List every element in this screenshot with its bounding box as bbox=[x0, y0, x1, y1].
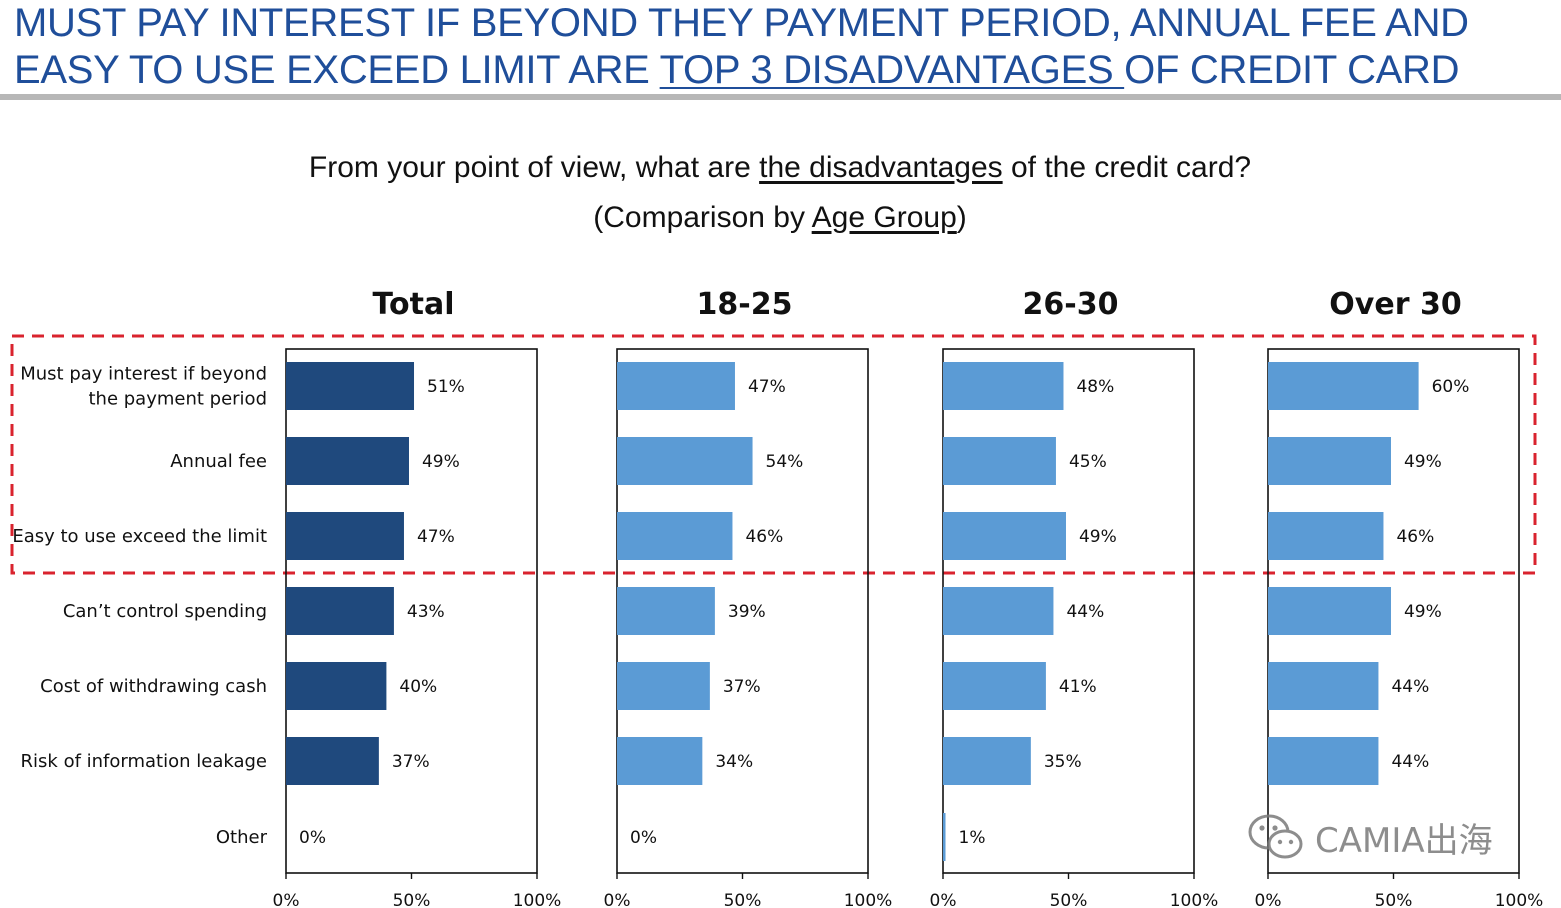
bar bbox=[1268, 512, 1384, 560]
data-label: 46% bbox=[745, 527, 783, 547]
panel-title: Total bbox=[373, 287, 455, 322]
data-label: 49% bbox=[1404, 452, 1442, 472]
headline-line-2-end: OF CREDIT CARD bbox=[1124, 48, 1460, 92]
bar bbox=[286, 662, 387, 710]
data-label: 1% bbox=[959, 828, 986, 848]
survey-question: From your point of view, what are the di… bbox=[280, 143, 1280, 243]
data-label: 37% bbox=[392, 752, 430, 772]
panel-title: Over 30 bbox=[1329, 287, 1461, 322]
data-label: 44% bbox=[1391, 752, 1429, 772]
data-label: 44% bbox=[1066, 602, 1104, 622]
bar bbox=[617, 737, 703, 785]
category-label: Can’t control spending bbox=[63, 601, 267, 622]
category-label: Annual fee bbox=[170, 451, 267, 472]
bar bbox=[1268, 437, 1391, 485]
data-label: 39% bbox=[728, 602, 766, 622]
category-label: Other bbox=[216, 827, 268, 848]
data-label: 41% bbox=[1059, 677, 1097, 697]
data-label: 44% bbox=[1391, 677, 1429, 697]
headline-line-2-start: EASY TO USE EXCEED LIMIT ARE bbox=[14, 48, 660, 92]
data-label: 47% bbox=[417, 527, 455, 547]
panel-title: 26-30 bbox=[1023, 287, 1119, 322]
data-label: 37% bbox=[723, 677, 761, 697]
x-tick-label: 50% bbox=[1375, 891, 1413, 908]
bar bbox=[617, 512, 733, 560]
data-label: 45% bbox=[1069, 452, 1107, 472]
question-text-2: of the credit card? (Comparison by bbox=[593, 151, 1252, 234]
category-label: Cost of withdrawing cash bbox=[40, 676, 267, 697]
bar bbox=[617, 437, 753, 485]
watermark-text: CAMIA出海 bbox=[1315, 820, 1493, 861]
header-divider bbox=[0, 94, 1561, 100]
bar bbox=[943, 437, 1056, 485]
x-tick-label: 0% bbox=[1255, 891, 1282, 908]
bar bbox=[286, 587, 394, 635]
data-label: 49% bbox=[1404, 602, 1442, 622]
watermark: CAMIA出海 bbox=[1245, 812, 1493, 862]
bar bbox=[943, 662, 1046, 710]
bar bbox=[286, 737, 379, 785]
data-label: 47% bbox=[748, 377, 786, 397]
bar bbox=[286, 362, 415, 410]
data-label: 43% bbox=[407, 602, 445, 622]
data-label: 0% bbox=[299, 828, 326, 848]
headline-line-1: MUST PAY INTEREST IF BEYOND THEY PAYMENT… bbox=[14, 1, 1469, 45]
bar bbox=[943, 512, 1066, 560]
headline-underlined-text: TOP 3 DISADVANTAGES bbox=[659, 48, 1125, 92]
bar bbox=[617, 587, 715, 635]
data-label: 40% bbox=[399, 677, 437, 697]
data-label: 51% bbox=[427, 377, 465, 397]
data-label: 60% bbox=[1432, 377, 1470, 397]
data-label: 46% bbox=[1396, 527, 1434, 547]
bar bbox=[286, 437, 409, 485]
headline: MUST PAY INTEREST IF BEYOND THEY PAYMENT… bbox=[14, 0, 1544, 94]
category-label: Easy to use exceed the limit bbox=[12, 526, 267, 547]
bar bbox=[943, 362, 1064, 410]
category-label: Risk of information leakage bbox=[21, 751, 267, 772]
x-tick-label: 50% bbox=[393, 891, 431, 908]
category-label: the payment period bbox=[88, 389, 267, 410]
x-tick-label: 0% bbox=[604, 891, 631, 908]
bar bbox=[943, 737, 1031, 785]
x-tick-label: 50% bbox=[1050, 891, 1088, 908]
bar bbox=[943, 813, 946, 861]
category-label: Must pay interest if beyond bbox=[20, 364, 267, 385]
top-3-highlight-box bbox=[10, 334, 1537, 575]
x-tick-label: 100% bbox=[1495, 891, 1544, 908]
x-tick-label: 50% bbox=[724, 891, 762, 908]
x-tick-label: 100% bbox=[1170, 891, 1219, 908]
data-label: 48% bbox=[1076, 377, 1114, 397]
panel-title: 18-25 bbox=[697, 287, 793, 322]
data-label: 49% bbox=[1079, 527, 1117, 547]
wechat-icon bbox=[1248, 814, 1303, 859]
data-label: 49% bbox=[422, 452, 460, 472]
data-label: 54% bbox=[766, 452, 804, 472]
data-label: 34% bbox=[715, 752, 753, 772]
data-label: 35% bbox=[1044, 752, 1082, 772]
question-underlined-1: the disadvantages bbox=[759, 151, 1003, 184]
bar bbox=[1268, 362, 1419, 410]
question-text-1: From your point of view, what are bbox=[308, 151, 760, 184]
x-tick-label: 0% bbox=[273, 891, 300, 908]
x-tick-label: 100% bbox=[844, 891, 893, 908]
x-tick-label: 100% bbox=[513, 891, 562, 908]
bar bbox=[1268, 662, 1379, 710]
bar bbox=[286, 512, 404, 560]
data-label: 0% bbox=[630, 828, 657, 848]
bar bbox=[1268, 587, 1391, 635]
question-underlined-2: Age Group bbox=[811, 201, 957, 234]
bar bbox=[1268, 737, 1379, 785]
bar bbox=[943, 587, 1054, 635]
question-text-3: ) bbox=[956, 201, 967, 234]
headline-line-2: EASY TO USE EXCEED LIMIT ARE TOP 3 DISAD… bbox=[14, 47, 1544, 94]
bar bbox=[617, 362, 735, 410]
x-tick-label: 0% bbox=[930, 891, 957, 908]
bar bbox=[617, 662, 710, 710]
